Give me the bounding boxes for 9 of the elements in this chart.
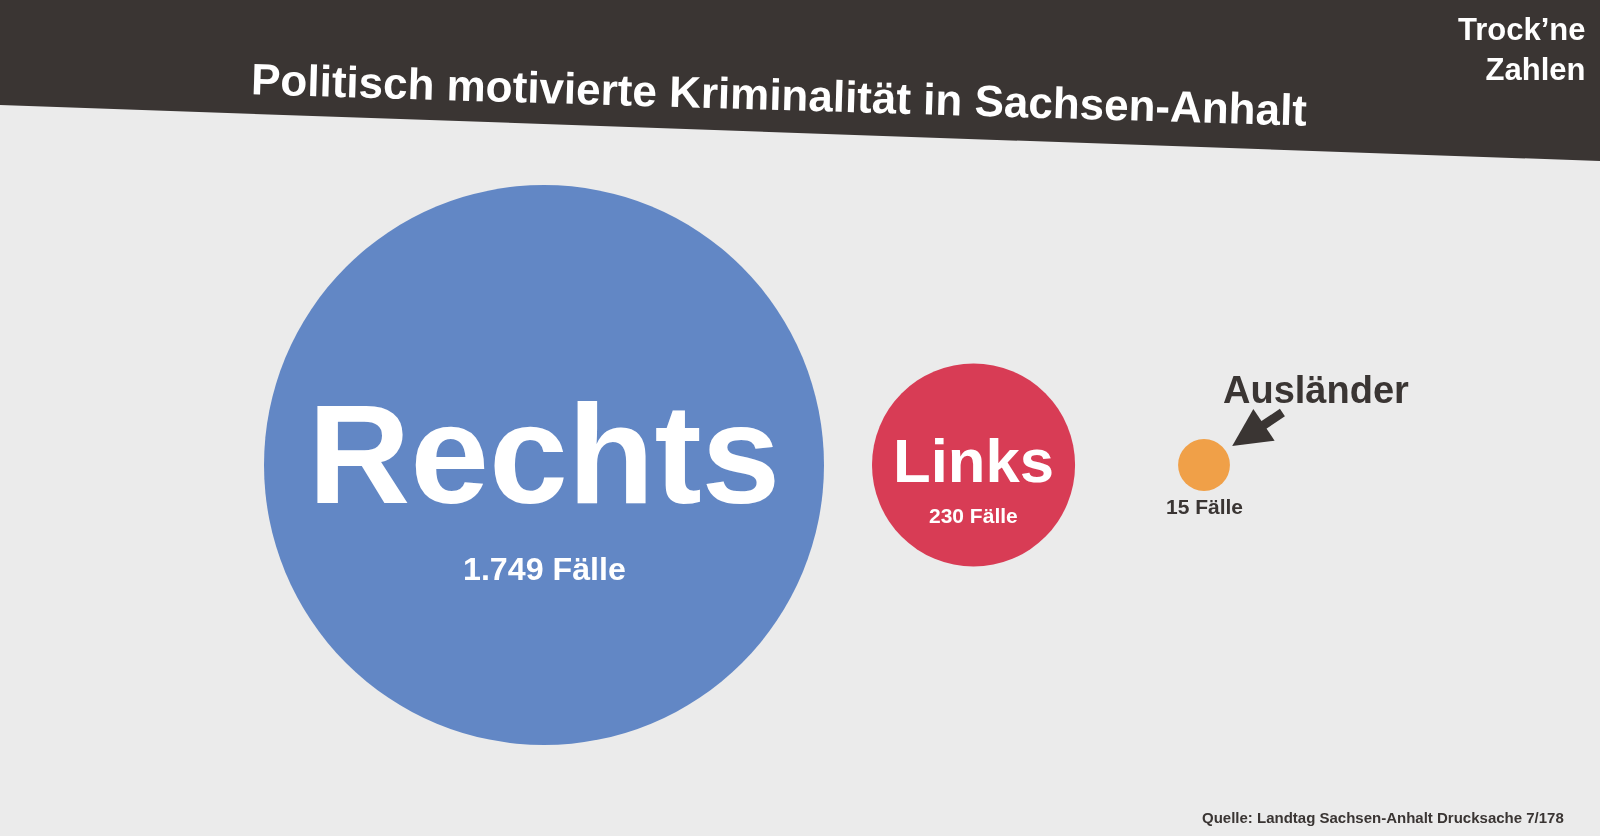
category-label: Ausländer bbox=[1223, 369, 1410, 411]
category-label: Rechts bbox=[308, 375, 781, 533]
data-label: 1.749 Fälle bbox=[463, 551, 626, 587]
text: Trock’ne Zahlen bbox=[1458, 12, 1586, 88]
text: Politisch motivierte Kriminalität in Sachsen-Anhalt bbox=[250, 54, 1309, 135]
data-label: 15 Fälle bbox=[1166, 495, 1244, 518]
data-label: 230 Fälle bbox=[929, 504, 1018, 527]
source-note: Quelle: Landtag Sachsen-Anhalt Drucksache 7/178 bbox=[1202, 809, 1564, 826]
category-label: Links bbox=[893, 426, 1054, 495]
